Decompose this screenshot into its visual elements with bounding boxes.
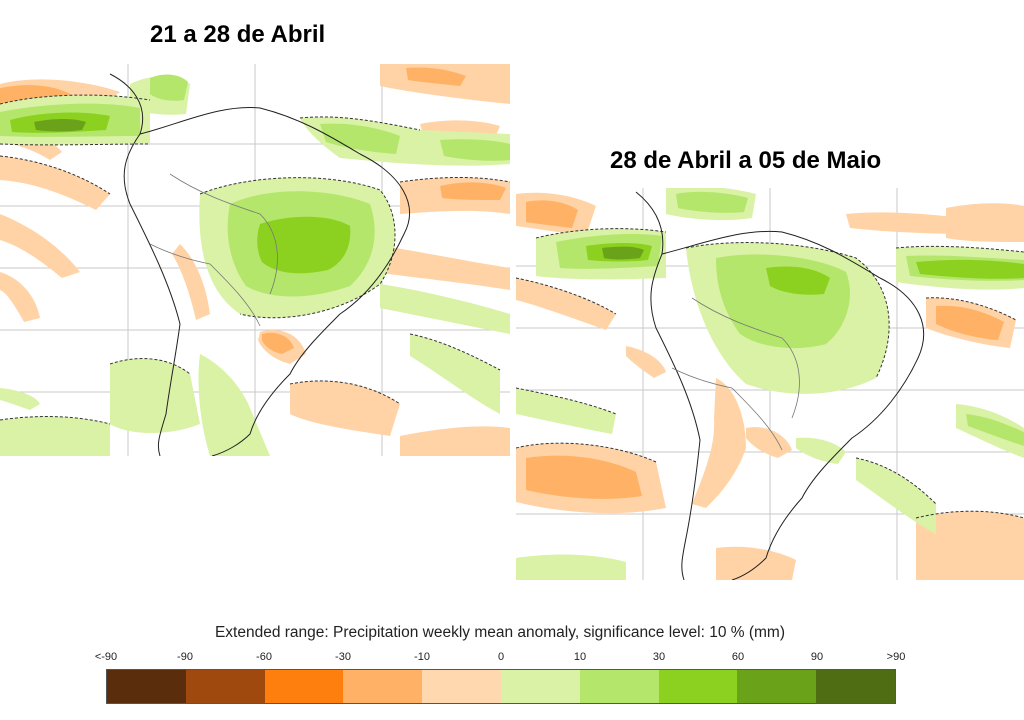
precipitation-anomaly-map-week-1 (0, 64, 510, 456)
legend-title: Extended range: Precipitation weekly mea… (214, 624, 786, 641)
map-1-coastline (109, 73, 410, 456)
legend-swatch (343, 670, 423, 703)
legend-swatch (658, 670, 738, 703)
legend-tick-label: 0 (497, 651, 505, 663)
legend-tick-label: 10 (573, 651, 587, 663)
map-1-country-borders (149, 173, 278, 327)
legend-tick-labels: <-90 -90 -60 -30 -10 0 10 30 60 90 >90 (0, 651, 1024, 665)
map-1-wet-anomalies-very-strong (34, 119, 86, 132)
legend-swatch (107, 670, 186, 703)
legend-swatch (816, 670, 895, 703)
legend-swatch (422, 670, 501, 703)
legend-swatch (264, 670, 344, 703)
precipitation-anomaly-map-week-2 (516, 188, 1024, 580)
legend-swatch (500, 670, 580, 703)
map-2-significance-contours (516, 228, 1024, 519)
legend-color-bar (106, 669, 896, 704)
legend-tick-label: <-90 (94, 651, 118, 663)
legend-tick-label: -30 (335, 651, 351, 663)
legend-swatch (737, 670, 817, 703)
map-2-wet-anomalies-very-strong (602, 246, 644, 260)
legend-tick-label: >90 (886, 651, 906, 663)
legend-tick-label: 90 (810, 651, 824, 663)
map-2-country-borders (671, 297, 800, 451)
legend-tick-label: -90 (177, 651, 193, 663)
map-title-week-2: 28 de Abril a 05 de Maio (610, 147, 882, 174)
legend-tick-label: -10 (414, 651, 430, 663)
map-1-significance-contours (0, 94, 510, 425)
map-2-coastline (635, 191, 925, 580)
map-2-canvas (516, 188, 1024, 580)
map-1-canvas (0, 64, 510, 456)
legend-tick-label: 60 (731, 651, 745, 663)
legend-swatch (185, 670, 265, 703)
legend-tick-label: 30 (652, 651, 666, 663)
legend-tick-label: -60 (256, 651, 272, 663)
map-2-dry-anomalies-strong (526, 200, 1004, 499)
map-title-week-1: 21 a 28 de Abril (150, 21, 326, 48)
legend-swatch (579, 670, 659, 703)
